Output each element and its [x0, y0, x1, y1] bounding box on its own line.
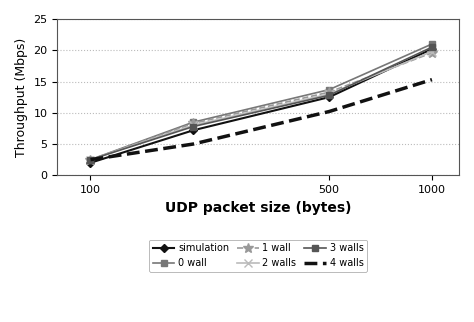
4 walls — [326, 109, 332, 113]
0 wall — [191, 120, 196, 124]
3 walls — [88, 158, 93, 162]
Line: 3 walls: 3 walls — [87, 44, 436, 163]
1 wall — [191, 121, 196, 125]
3 walls — [191, 125, 196, 128]
Legend: simulation, 0 wall, 1 wall, 2 walls, 3 walls, 4 walls: simulation, 0 wall, 1 wall, 2 walls, 3 w… — [149, 240, 367, 272]
2 walls — [88, 158, 93, 162]
simulation — [191, 128, 196, 132]
0 wall — [429, 42, 435, 46]
4 walls — [88, 158, 93, 162]
simulation — [88, 161, 93, 165]
Line: 0 wall: 0 wall — [87, 41, 436, 163]
3 walls — [326, 93, 332, 97]
Line: 4 walls: 4 walls — [91, 80, 432, 160]
2 walls — [191, 123, 196, 127]
Y-axis label: Throughput (Mbps): Throughput (Mbps) — [15, 38, 28, 157]
simulation — [326, 95, 332, 99]
0 wall — [88, 158, 93, 162]
1 wall — [429, 51, 435, 55]
X-axis label: UDP packet size (bytes): UDP packet size (bytes) — [165, 201, 351, 214]
4 walls — [429, 78, 435, 81]
1 wall — [88, 158, 93, 162]
3 walls — [429, 45, 435, 49]
Line: 2 walls: 2 walls — [86, 47, 436, 164]
simulation — [429, 47, 435, 51]
2 walls — [429, 50, 435, 53]
4 walls — [191, 142, 196, 146]
2 walls — [326, 92, 332, 96]
Line: simulation: simulation — [88, 46, 435, 166]
1 wall — [326, 90, 332, 94]
0 wall — [326, 88, 332, 91]
Line: 1 wall: 1 wall — [86, 48, 437, 165]
